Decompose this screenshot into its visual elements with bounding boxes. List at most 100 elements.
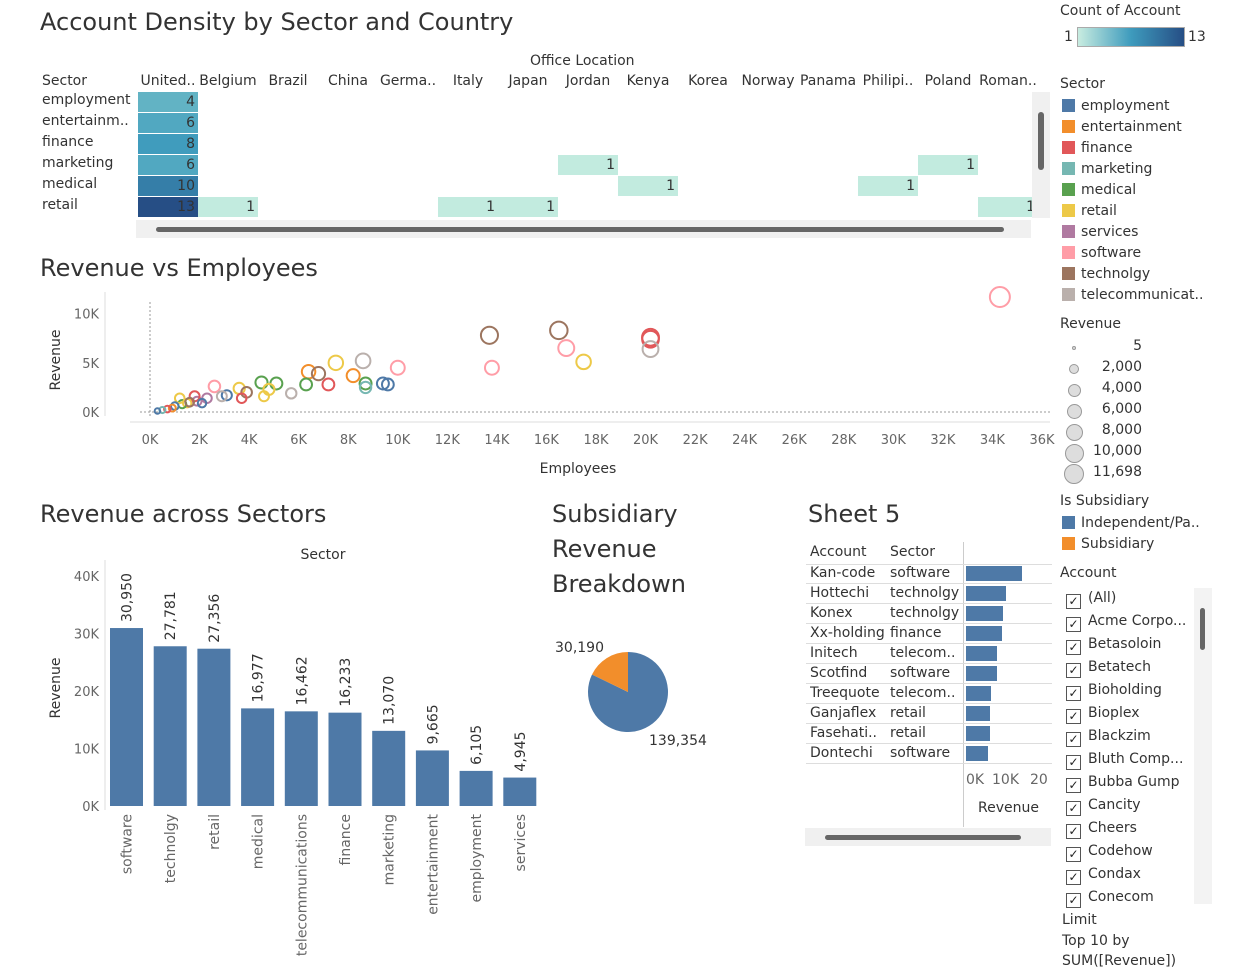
sheet5-hscroll-thumb[interactable]: [825, 835, 1021, 840]
scatter-point[interactable]: [173, 392, 186, 405]
bar[interactable]: [328, 712, 362, 806]
sheet5-bar[interactable]: [966, 646, 997, 661]
scatter-point[interactable]: [345, 368, 361, 384]
sheet5-bar[interactable]: [966, 726, 990, 741]
checkbox-checked-icon[interactable]: ✓: [1066, 893, 1081, 908]
scatter-point[interactable]: [557, 339, 576, 358]
sheet5-row[interactable]: Initech telecom..: [806, 644, 964, 664]
scatter-point[interactable]: [153, 407, 162, 415]
sector-legend-item[interactable]: employment: [1062, 98, 1170, 118]
scatter-point[interactable]: [380, 377, 395, 392]
scatter-point[interactable]: [207, 379, 222, 394]
scatter-point[interactable]: [389, 359, 406, 376]
scatter-point[interactable]: [220, 389, 233, 402]
checkbox-checked-icon[interactable]: ✓: [1066, 801, 1081, 816]
heatmap-cell[interactable]: 13: [138, 197, 198, 217]
scatter-point[interactable]: [375, 376, 390, 391]
scatter-point[interactable]: [327, 354, 345, 372]
heatmap-cell[interactable]: 1: [438, 197, 498, 217]
scatter-point[interactable]: [358, 376, 373, 391]
checkbox-checked-icon[interactable]: ✓: [1066, 824, 1081, 839]
account-filter-item[interactable]: ✓ Bluth Comp...: [1066, 751, 1190, 773]
heatmap-cell[interactable]: 1: [558, 155, 618, 175]
scatter-point[interactable]: [235, 392, 248, 405]
sector-legend-item[interactable]: finance: [1062, 140, 1132, 160]
sector-legend-item[interactable]: services: [1062, 224, 1138, 244]
heatmap-hscroll-thumb[interactable]: [156, 227, 1004, 232]
scatter-point[interactable]: [549, 320, 569, 341]
sheet5-bar[interactable]: [966, 666, 998, 681]
subsidiary-legend-item[interactable]: Subsidiary: [1062, 536, 1154, 556]
heatmap-hscroll-track[interactable]: [136, 220, 1031, 238]
scatter-point[interactable]: [167, 403, 177, 413]
checkbox-checked-icon[interactable]: ✓: [1066, 870, 1081, 885]
bar[interactable]: [459, 770, 493, 806]
account-filter-item[interactable]: ✓ Cancity: [1066, 797, 1190, 819]
heatmap-cell[interactable]: 1: [498, 197, 558, 217]
sheet5-hscroll-track[interactable]: [805, 828, 1051, 846]
bar[interactable]: [503, 777, 537, 806]
sector-legend-item[interactable]: technolgy: [1062, 266, 1150, 286]
account-filter-item[interactable]: ✓ Bioplex: [1066, 705, 1190, 727]
checkbox-checked-icon[interactable]: ✓: [1066, 732, 1081, 747]
sector-legend-item[interactable]: retail: [1062, 203, 1117, 223]
checkbox-checked-icon[interactable]: ✓: [1066, 617, 1081, 632]
sheet5-row[interactable]: Konex technolgy: [806, 604, 964, 624]
pie-chart[interactable]: 30,190 139,354: [545, 630, 725, 760]
scatter-point[interactable]: [641, 340, 660, 358]
sheet5-row[interactable]: Treequote telecom..: [806, 684, 964, 704]
scatter-point[interactable]: [575, 353, 592, 371]
scatter-point[interactable]: [299, 377, 314, 392]
sheet5-row[interactable]: Dontechi software: [806, 744, 964, 764]
bar[interactable]: [110, 628, 143, 806]
checkbox-checked-icon[interactable]: ✓: [1066, 709, 1081, 724]
sector-legend-item[interactable]: telecommunicat..: [1062, 287, 1203, 307]
checkbox-checked-icon[interactable]: ✓: [1066, 778, 1081, 793]
scatter-point[interactable]: [184, 396, 195, 408]
checkbox-checked-icon[interactable]: ✓: [1066, 755, 1081, 770]
heatmap-cell[interactable]: 6: [138, 155, 198, 175]
sector-legend-item[interactable]: software: [1062, 245, 1141, 265]
scatter-point[interactable]: [479, 325, 499, 345]
account-filter-item[interactable]: ✓ Cheers: [1066, 820, 1190, 842]
scatter-point[interactable]: [163, 404, 172, 414]
sheet5-bar[interactable]: [966, 566, 1023, 581]
sheet5-row[interactable]: Scotfind software: [806, 664, 964, 684]
scatter-point[interactable]: [215, 390, 228, 403]
pie-slice-subsidiary[interactable]: [592, 652, 628, 692]
scatter-point[interactable]: [254, 375, 269, 390]
checkbox-checked-icon[interactable]: ✓: [1066, 663, 1081, 678]
scatter-point[interactable]: [196, 397, 208, 409]
account-filter-item[interactable]: ✓ Bioholding: [1066, 682, 1190, 704]
scatter-point[interactable]: [483, 359, 500, 376]
account-filter-item[interactable]: ✓ Codehow: [1066, 843, 1190, 865]
sheet5-bar[interactable]: [966, 686, 991, 701]
scatter-point[interactable]: [354, 352, 372, 370]
sheet5-bar[interactable]: [966, 626, 1003, 641]
heatmap-cell[interactable]: 10: [138, 176, 198, 196]
sheet5-bar[interactable]: [966, 706, 991, 721]
heatmap-cell[interactable]: 1: [918, 155, 978, 175]
sector-legend-item[interactable]: medical: [1062, 182, 1136, 202]
checkbox-checked-icon[interactable]: ✓: [1066, 594, 1081, 609]
sheet5-row[interactable]: Ganjaflex retail: [806, 704, 964, 724]
sector-legend-item[interactable]: entertainment: [1062, 119, 1182, 139]
heatmap-cell[interactable]: 1: [978, 197, 1038, 217]
bar[interactable]: [241, 708, 275, 806]
scatter-point[interactable]: [285, 387, 298, 400]
bar[interactable]: [372, 730, 406, 806]
scatter-plot[interactable]: 0K 2K 4K 6K 8K 10K 12K 14K 16K 18K 20K 22K 24K 26K 28K…: [0, 280, 1060, 485]
subsidiary-legend-item[interactable]: Independent/Pa..: [1062, 515, 1200, 535]
sheet5-row[interactable]: Kan-code software: [806, 564, 964, 584]
bar[interactable]: [415, 750, 449, 806]
sheet5-row[interactable]: Hottechi technolgy: [806, 584, 964, 604]
scatter-point[interactable]: [321, 377, 336, 392]
account-scroll-track[interactable]: [1194, 588, 1212, 904]
account-filter-item[interactable]: ✓ Betatech: [1066, 659, 1190, 681]
scatter-point[interactable]: [310, 366, 327, 382]
account-filter-item[interactable]: ✓ Bubba Gump: [1066, 774, 1190, 796]
scatter-point[interactable]: [269, 376, 284, 391]
checkbox-checked-icon[interactable]: ✓: [1066, 686, 1081, 701]
bar[interactable]: [284, 711, 318, 806]
account-filter-item[interactable]: ✓ Condax: [1066, 866, 1190, 888]
